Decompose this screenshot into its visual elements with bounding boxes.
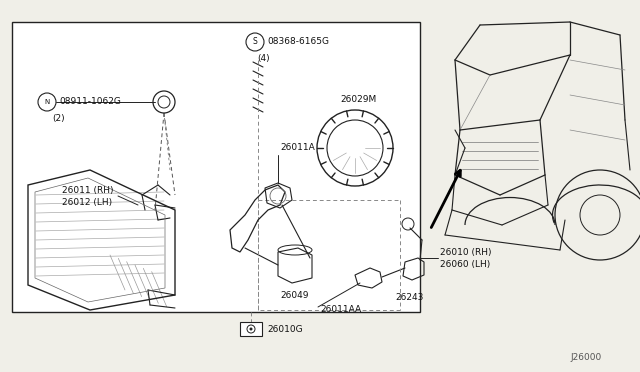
- Text: 26060 (LH): 26060 (LH): [440, 260, 490, 269]
- Text: (2): (2): [52, 113, 65, 122]
- Text: J26000: J26000: [570, 353, 601, 362]
- FancyBboxPatch shape: [240, 322, 262, 336]
- Text: S: S: [253, 38, 257, 46]
- Text: 26011A: 26011A: [280, 144, 315, 153]
- Text: (4): (4): [257, 54, 269, 62]
- Text: 26243: 26243: [395, 294, 424, 302]
- Text: 26011AA: 26011AA: [320, 305, 361, 314]
- Text: 08911-1062G: 08911-1062G: [59, 97, 121, 106]
- Text: 26049: 26049: [280, 291, 308, 299]
- FancyBboxPatch shape: [12, 22, 420, 312]
- Text: 26011 (RH): 26011 (RH): [62, 186, 113, 195]
- Text: 26012 (LH): 26012 (LH): [62, 198, 112, 206]
- Text: N: N: [44, 99, 50, 105]
- Text: 08368-6165G: 08368-6165G: [267, 38, 329, 46]
- Text: 26010 (RH): 26010 (RH): [440, 248, 492, 257]
- Text: 26029M: 26029M: [340, 96, 376, 105]
- Circle shape: [250, 327, 253, 330]
- Text: 26010G: 26010G: [267, 324, 303, 334]
